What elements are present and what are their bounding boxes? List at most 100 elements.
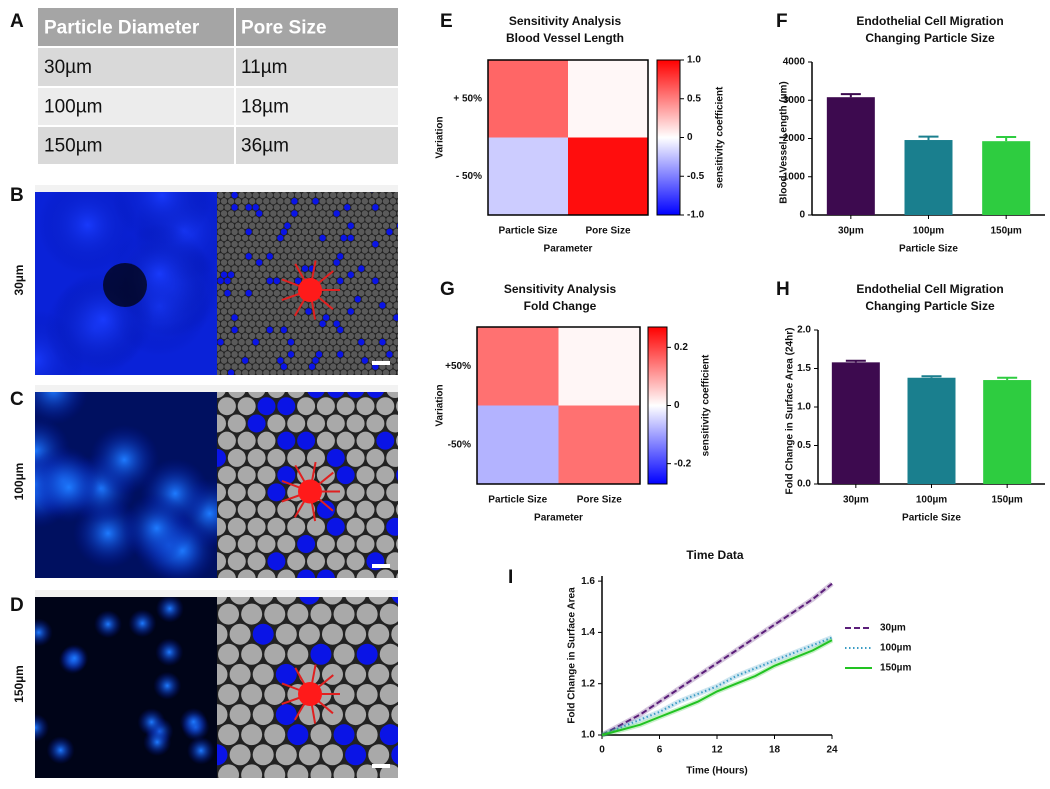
particle [227,357,235,364]
particle [234,234,242,242]
particle [386,265,393,272]
particle [315,240,323,248]
heatmap-cell [568,137,648,215]
particle [284,247,291,254]
particle [217,704,228,726]
particle [280,253,288,260]
particle [382,210,390,217]
error-bar [840,93,861,98]
particle [391,704,398,725]
heatmap-frame [487,59,649,216]
particle [263,283,270,291]
vegf-image [35,385,217,578]
particle [319,247,326,254]
particle [217,296,221,303]
particle [259,277,266,285]
particle [351,338,358,346]
particle [252,302,259,309]
particle [217,363,224,370]
particle [361,259,369,266]
particle [241,332,249,340]
particle [231,302,238,309]
particle [259,253,266,260]
particle [264,764,286,778]
particle [368,623,390,645]
particle [351,265,358,272]
particle [259,265,266,272]
particle [333,764,355,778]
particle [337,204,344,211]
vegf-blob [186,736,215,765]
particle [270,222,277,229]
particle [336,569,355,578]
particle [307,414,325,433]
particle [234,222,242,229]
particle [270,259,277,266]
particle [333,234,340,242]
text: 150µm [991,495,1022,506]
particle [231,351,238,358]
particle [375,247,383,254]
particle [345,663,367,685]
particle [368,663,390,685]
particle [273,204,281,211]
particle [319,259,326,266]
particle [305,308,312,315]
error-bar [996,135,1017,142]
particle [351,289,358,297]
particle [277,259,284,266]
particle [372,228,379,236]
particle [241,643,263,665]
particle [270,271,277,278]
particle [386,363,393,370]
particle [329,351,337,358]
particle [252,623,274,645]
particle [284,332,291,340]
particle [340,210,347,217]
colorbar [647,326,668,485]
particle [217,397,236,416]
particle [393,204,398,211]
colorbar-tick-label: -0.5 [687,171,705,182]
particle [333,296,340,303]
particle [386,414,398,433]
particle [280,265,288,272]
particle [337,277,344,285]
particle [220,247,228,254]
particle [277,308,284,315]
particle [396,235,398,241]
particle [217,191,224,199]
text: 100µm [916,495,947,506]
particle [337,314,344,321]
particle [351,228,358,236]
particle [298,222,305,229]
particle [366,517,385,536]
particle [245,338,252,346]
particle [319,345,326,352]
particle [382,222,390,229]
particle [224,338,231,346]
particle [217,216,224,223]
particle [238,338,245,346]
particle [326,332,333,340]
particle [280,289,288,297]
particle [280,240,288,248]
particle [305,332,312,340]
particle [263,369,270,375]
particle [347,271,354,278]
particle [347,357,354,364]
particle [287,764,309,778]
particle [386,517,398,536]
particle [238,191,245,199]
tumor [298,682,322,706]
particle [379,204,386,211]
particle [220,308,228,315]
particle [277,283,284,291]
particle [263,247,270,254]
particle [333,320,340,327]
particle [345,623,367,645]
particle [237,569,256,578]
particle [358,204,365,211]
particle [307,448,325,467]
particle [329,204,337,211]
